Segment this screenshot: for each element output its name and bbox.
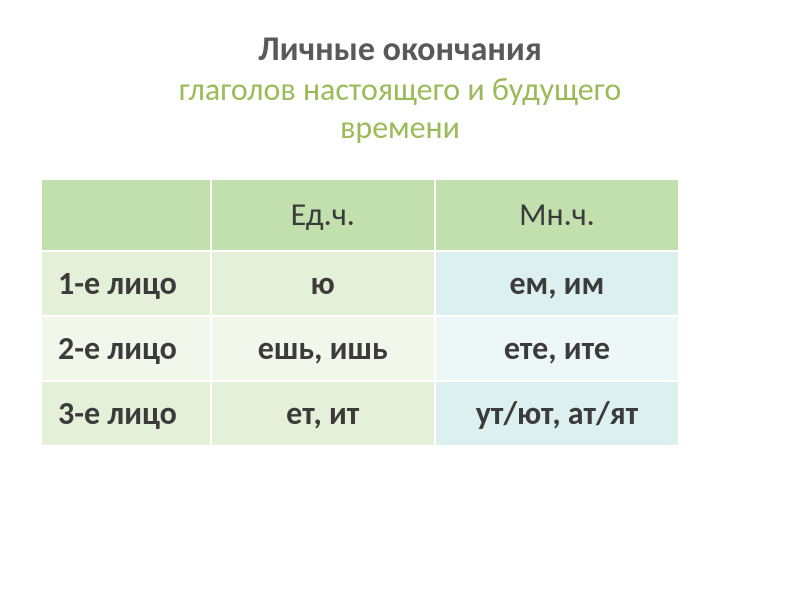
table-row: 1-е лицо ю ем, им xyxy=(41,251,679,316)
cell-3-plural: ут/ют, ат/ят xyxy=(435,381,679,446)
slide-title-main: Личные окончания xyxy=(258,30,542,71)
slide-title-sub: глаголов настоящего и будущего времени xyxy=(179,71,622,148)
subtitle-line-2: времени xyxy=(340,108,460,147)
conjugation-table-container: Ед.ч. Мн.ч. 1-е лицо ю ем, им 2-е лицо е… xyxy=(40,178,680,447)
row-header-3: 3-е лицо xyxy=(41,381,211,446)
cell-1-plural: ем, им xyxy=(435,251,679,316)
row-header-2: 2-е лицо xyxy=(41,316,211,381)
cell-3-singular: ет, ит xyxy=(211,381,435,446)
col-header-singular: Ед.ч. xyxy=(211,179,435,251)
row-header-1: 1-е лицо xyxy=(41,251,211,316)
cell-2-singular: ешь, ишь xyxy=(211,316,435,381)
table-row: 3-е лицо ет, ит ут/ют, ат/ят xyxy=(41,381,679,446)
col-header-plural: Мн.ч. xyxy=(435,179,679,251)
cell-1-singular: ю xyxy=(211,251,435,316)
table-header-row: Ед.ч. Мн.ч. xyxy=(41,179,679,251)
table-row: 2-е лицо ешь, ишь ете, ите xyxy=(41,316,679,381)
conjugation-table: Ед.ч. Мн.ч. 1-е лицо ю ем, им 2-е лицо е… xyxy=(40,178,680,447)
subtitle-line-1: глаголов настоящего и будущего xyxy=(179,70,622,109)
cell-2-plural: ете, ите xyxy=(435,316,679,381)
corner-cell xyxy=(41,179,211,251)
